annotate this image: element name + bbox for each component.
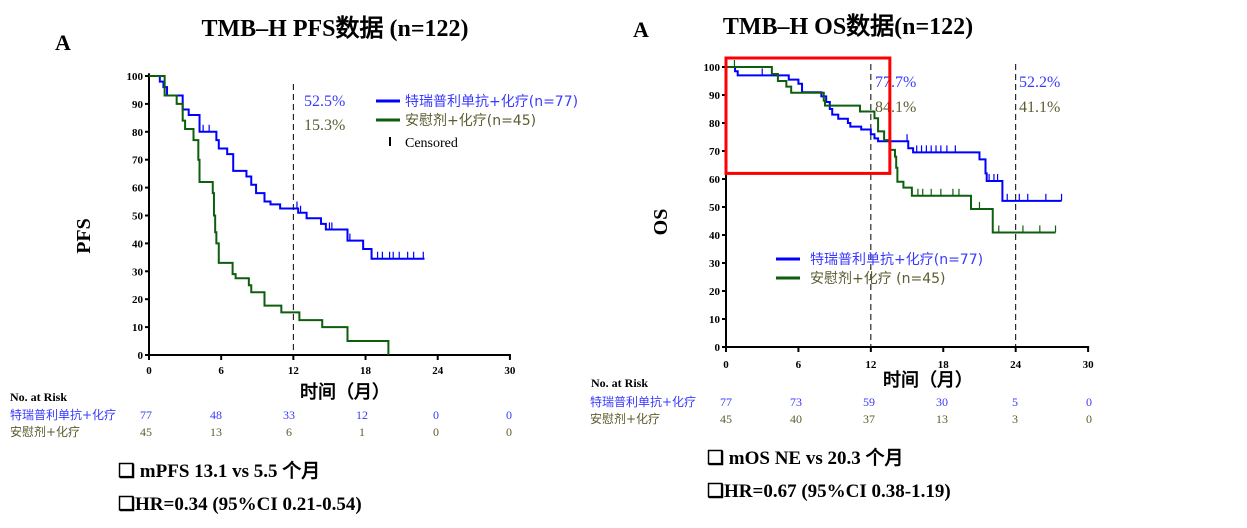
risk-value: 5 (1012, 395, 1018, 409)
landmark-label: 77.7% (875, 74, 916, 91)
y-tick-label: 50 (132, 211, 144, 223)
risk-value: 45 (720, 412, 732, 426)
y-tick-label: 0 (715, 342, 721, 354)
y-axis-label: PFS (73, 218, 95, 254)
y-tick-label: 60 (132, 183, 144, 195)
risk-value: 33 (283, 408, 295, 422)
landmark-label: 84.1% (875, 99, 916, 116)
y-tick-label: 40 (132, 238, 144, 250)
risk-row-label: 特瑞普利单抗+化疗 (590, 394, 696, 409)
legend-label: 安慰剂+化疗 (n=45) (810, 270, 946, 287)
km-curve-placebo (149, 75, 390, 355)
landmark-label: 41.1% (1019, 99, 1060, 116)
y-tick-label: 50 (709, 202, 721, 214)
risk-value: 30 (936, 395, 948, 409)
y-tick-label: 20 (132, 294, 144, 306)
km-curve-treatment (149, 75, 425, 260)
legend-censored-label: Censored (405, 136, 458, 151)
y-tick-label: 100 (704, 62, 721, 74)
risk-value: 73 (790, 395, 802, 409)
y-tick-label: 30 (709, 258, 721, 270)
risk-value: 45 (140, 425, 152, 439)
risk-value: 59 (863, 395, 875, 409)
y-tick-label: 10 (132, 322, 144, 334)
y-axis-label: OS (650, 209, 672, 236)
legend-label: 特瑞普利单抗+化疗(n=77) (405, 94, 578, 110)
panel-label: A (633, 17, 649, 42)
y-tick-label: 10 (709, 314, 721, 326)
x-tick-label: 18 (360, 365, 372, 377)
risk-value: 6 (286, 425, 292, 439)
y-tick-label: 70 (709, 146, 721, 158)
x-tick-label: 24 (1010, 359, 1022, 371)
x-tick-label: 6 (796, 359, 802, 371)
x-tick-label: 30 (1083, 359, 1095, 371)
hazard-ratio-summary: ❑HR=0.67 (95%CI 0.38-1.19) (707, 481, 951, 502)
risk-value: 37 (863, 412, 875, 426)
highlight-box (724, 56, 892, 175)
x-tick-label: 12 (865, 359, 877, 371)
risk-table-title: No. at Risk (10, 390, 67, 404)
y-tick-label: 90 (132, 99, 144, 111)
risk-value: 77 (140, 408, 152, 422)
hazard-ratio-summary: ❑HR=0.34 (95%CI 0.21-0.54) (118, 494, 362, 515)
risk-value: 12 (356, 408, 368, 422)
x-tick-label: 30 (504, 365, 516, 377)
risk-row-label: 特瑞普利单抗+化疗 (10, 407, 116, 422)
risk-table-title: No. at Risk (591, 376, 648, 390)
y-tick-label: 30 (132, 266, 144, 278)
chart-title: TMB–H OS数据(n=122) (723, 13, 973, 40)
risk-value: 48 (210, 408, 222, 422)
x-tick-label: 6 (218, 365, 224, 377)
x-axis-label: 时间（月） (883, 370, 973, 391)
y-tick-label: 0 (138, 350, 144, 362)
y-tick-label: 60 (709, 174, 721, 186)
median-summary: ❑ mOS NE vs 20.3 个月 (707, 447, 904, 469)
panel-label: A (55, 30, 71, 55)
risk-value: 0 (433, 425, 439, 439)
x-tick-label: 0 (146, 365, 152, 377)
risk-value: 0 (1086, 395, 1092, 409)
risk-value: 13 (936, 412, 948, 426)
y-tick-label: 70 (132, 155, 144, 167)
km-curve-treatment (726, 66, 1062, 202)
risk-value: 0 (506, 408, 512, 422)
median-summary: ❑ mPFS 13.1 vs 5.5 个月 (118, 460, 320, 482)
risk-row-label: 安慰剂+化疗 (10, 424, 80, 439)
risk-value: 0 (433, 408, 439, 422)
os-chart: A TMB–H OS数据(n=122)0102030405060708090100… (590, 13, 1094, 502)
y-tick-label: 80 (709, 118, 721, 130)
y-tick-label: 90 (709, 90, 721, 102)
x-tick-label: 18 (938, 359, 950, 371)
y-tick-label: 80 (132, 127, 144, 139)
y-tick-label: 20 (709, 286, 721, 298)
risk-row-label: 安慰剂+化疗 (590, 411, 660, 426)
legend-label: 特瑞普利单抗+化疗(n=77) (810, 252, 983, 268)
chart-title: TMB–H PFS数据 (n=122) (201, 15, 468, 42)
x-tick-label: 0 (723, 359, 729, 371)
legend-label: 安慰剂+化疗(n=45) (405, 112, 536, 129)
y-tick-label: 100 (127, 71, 144, 83)
x-axis-label: 时间（月） (300, 382, 390, 403)
risk-value: 0 (506, 425, 512, 439)
risk-value: 40 (790, 412, 802, 426)
y-tick-label: 40 (709, 230, 721, 242)
km-curve-placebo (726, 66, 1056, 234)
x-tick-label: 24 (432, 365, 444, 377)
risk-value: 0 (1086, 412, 1092, 426)
risk-value: 77 (720, 395, 732, 409)
landmark-label: 15.3% (304, 117, 345, 134)
landmark-label: 52.5% (304, 93, 345, 110)
x-tick-label: 12 (288, 365, 300, 377)
risk-value: 3 (1012, 412, 1018, 426)
risk-value: 1 (359, 425, 365, 439)
risk-value: 13 (210, 425, 222, 439)
landmark-label: 52.2% (1019, 74, 1060, 91)
